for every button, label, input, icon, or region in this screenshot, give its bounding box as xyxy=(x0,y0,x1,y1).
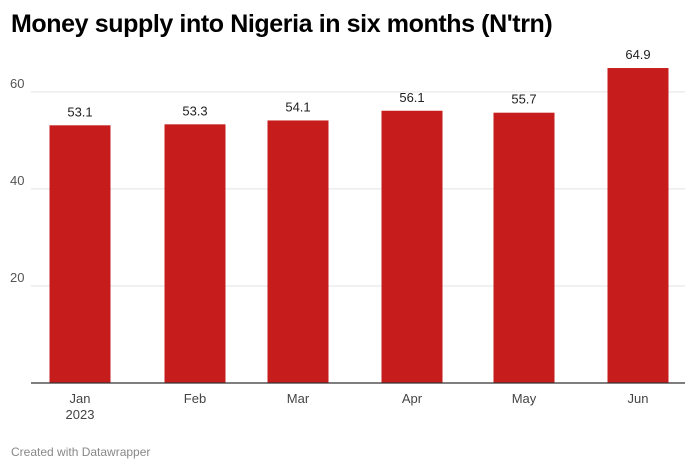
data-label: 53.3 xyxy=(182,103,207,118)
x-axis: Jan 2023 Feb Mar Apr May Jun xyxy=(31,382,685,422)
bar xyxy=(493,112,555,384)
bars xyxy=(49,68,669,384)
footer-credit: Created with Datawrapper xyxy=(11,445,151,459)
data-label: 55.7 xyxy=(511,92,536,107)
bar xyxy=(607,68,669,383)
x-tick-label: May xyxy=(512,391,537,406)
value-labels: 53.1 53.3 54.1 56.1 55.7 64.9 xyxy=(67,47,650,119)
data-label: 64.9 xyxy=(625,47,650,62)
chart-title: Money supply into Nigeria in six months … xyxy=(11,10,553,38)
y-tick-label: 20 xyxy=(10,270,24,285)
bar xyxy=(49,125,111,383)
bar xyxy=(267,120,329,384)
x-tick-label: Feb xyxy=(184,391,206,406)
y-tick-label: 60 xyxy=(10,76,24,91)
data-label: 53.1 xyxy=(67,104,92,119)
x-tick-label: Mar xyxy=(287,391,310,406)
bar xyxy=(381,110,443,383)
x-tick-label: Jan 2023 xyxy=(66,391,95,422)
data-label: 56.1 xyxy=(399,90,424,105)
x-tick-label: Jun xyxy=(628,391,649,406)
y-tick-label: 40 xyxy=(10,173,24,188)
gridlines: 20 40 60 xyxy=(10,76,685,287)
bar xyxy=(164,124,226,384)
data-label: 54.1 xyxy=(285,99,310,114)
x-tick-label: Apr xyxy=(402,391,423,406)
